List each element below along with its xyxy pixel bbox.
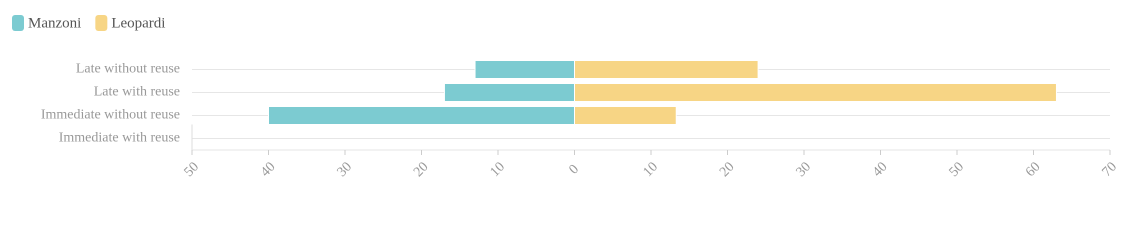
y-tick-label: Late without reuse <box>76 62 180 77</box>
bar <box>574 83 1057 102</box>
bar <box>474 60 575 79</box>
legend-label: Manzoni <box>28 15 81 31</box>
bar <box>574 106 677 125</box>
x-tick-label: 60 <box>1023 160 1044 181</box>
x-tick-label: 70 <box>1100 160 1121 181</box>
x-tick-label: 10 <box>488 160 509 181</box>
legend-item[interactable]: Leopardi <box>95 15 165 31</box>
x-tick-label: 50 <box>182 160 203 181</box>
y-tick-label: Late with reuse <box>94 85 180 100</box>
x-tick-label: 30 <box>794 160 815 181</box>
y-tick-label: Immediate with reuse <box>59 131 180 146</box>
legend-swatch <box>12 15 24 31</box>
legend-swatch <box>95 15 108 31</box>
x-tick-label: 10 <box>641 160 662 181</box>
x-tick-label: 30 <box>335 160 356 181</box>
bar <box>268 106 575 125</box>
x-tick-label: 50 <box>947 160 968 181</box>
bar <box>443 83 576 102</box>
x-tick-label: 40 <box>870 160 891 181</box>
legend-item[interactable]: Manzoni <box>12 15 81 31</box>
legend-label: Leopardi <box>111 15 165 31</box>
x-tick-label: 20 <box>717 160 738 181</box>
bar <box>574 60 759 79</box>
y-tick-label: Immediate without reuse <box>41 108 180 123</box>
x-tick-label: 0 <box>567 162 583 178</box>
legend: Manzoni Leopardi <box>12 15 165 31</box>
chart: Manzoni Leopardi Late without reuse Late wi… <box>12 15 1121 181</box>
x-tick-label: 20 <box>411 160 432 181</box>
x-tick-label: 40 <box>258 160 279 181</box>
